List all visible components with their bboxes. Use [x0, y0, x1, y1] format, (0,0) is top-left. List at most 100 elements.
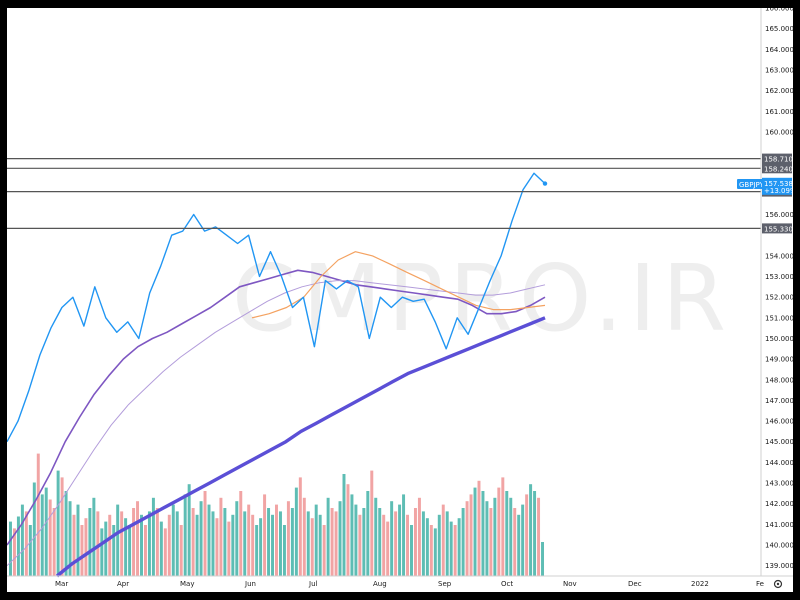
volume-bar — [16, 516, 20, 576]
volume-bar — [370, 470, 374, 576]
time-axis[interactable]: Mar Apr May Jun Jul Aug Sep Oct Nov Dec 2022 Fe — [7, 575, 793, 588]
volume-bar — [525, 494, 529, 576]
price-tick-label: 146.000 — [765, 418, 793, 426]
volume-bar — [310, 518, 314, 576]
volume-bar — [72, 514, 76, 576]
volume-bar — [453, 525, 457, 576]
volume-bar — [12, 528, 16, 576]
price-tick-label: 153.000 — [765, 273, 793, 281]
volume-bar — [402, 494, 406, 576]
ma-mid-line — [7, 280, 546, 567]
volume-bar — [251, 514, 255, 576]
level-tag-bg — [762, 223, 792, 234]
volume-bar — [517, 514, 521, 576]
volume-bar — [132, 508, 136, 576]
volume-bar — [437, 514, 441, 576]
volume-bar — [318, 514, 322, 576]
volume-bar — [429, 525, 433, 576]
volume-bar — [263, 494, 267, 576]
time-tick-label: Jul — [308, 580, 318, 588]
settings-icon[interactable] — [773, 579, 783, 589]
volume-bar — [469, 494, 473, 576]
volume-bar — [56, 470, 60, 576]
volume-bar — [116, 504, 120, 576]
price-axis[interactable]: 166.000 165.000 164.000 163.000 162.000 161.0… — [760, 8, 793, 576]
volume-bar — [112, 525, 116, 576]
price-tick-label: 156.000 — [765, 211, 793, 219]
time-tick-label: Sep — [438, 580, 452, 588]
volume-bar — [259, 518, 263, 576]
volume-bar — [489, 508, 493, 576]
volume-bar — [294, 487, 298, 576]
price-tick-label: 151.000 — [765, 314, 793, 322]
price-tick-label: 144.000 — [765, 459, 793, 467]
volume-bar — [473, 487, 477, 576]
volume-bar — [211, 511, 215, 576]
volume-bar — [413, 508, 417, 576]
volume-bar — [207, 504, 211, 576]
volume-bar — [96, 511, 100, 576]
price-tick-label: 164.000 — [765, 46, 793, 54]
volume-bar — [457, 518, 461, 576]
volume-bar — [92, 497, 96, 576]
volume-bar — [128, 525, 132, 576]
volume-bar — [477, 480, 481, 576]
volume-bar — [298, 477, 302, 576]
volume-bar — [187, 484, 191, 576]
volume-bar — [306, 511, 310, 576]
volume-bar — [330, 508, 334, 576]
volume-bar — [191, 508, 195, 576]
volume-bar — [366, 491, 370, 576]
volume-bar — [9, 521, 12, 576]
price-tick-label: 165.000 — [765, 25, 793, 33]
watermark: CMPRO.IR — [232, 245, 732, 352]
time-tick-label: Dec — [628, 580, 642, 588]
volume-bar — [235, 501, 239, 576]
symbol-tag: GBPJPY — [739, 181, 765, 189]
volume-bar — [501, 477, 505, 576]
volume-bar — [199, 501, 203, 576]
time-tick-label: 2022 — [691, 580, 709, 588]
volume-bar — [449, 521, 453, 576]
volume-bar — [358, 514, 362, 576]
volume-bar — [398, 504, 402, 576]
volume-bar — [465, 501, 469, 576]
volume-bar — [334, 511, 338, 576]
volume-bar — [48, 499, 52, 576]
price-tick-label: 166.000 — [765, 8, 793, 13]
volume-bar — [143, 525, 147, 576]
price-tick-label: 143.000 — [765, 480, 793, 488]
volume-bar — [493, 497, 497, 576]
symbol-tag-bg — [737, 179, 765, 189]
volume-bar — [362, 508, 366, 576]
volume-bar — [88, 508, 92, 576]
volume-bar — [338, 501, 342, 576]
volume-bar — [195, 514, 199, 576]
volume-bar — [219, 497, 223, 576]
volume-bar — [374, 497, 378, 576]
level-tag: 155.330 — [764, 225, 793, 233]
volume-bar — [215, 518, 219, 576]
level-tag-bg — [762, 163, 792, 174]
volume-bar — [64, 491, 68, 576]
current-price-tag: GBPJPY 157.538+13.09% — [737, 177, 793, 195]
volume-bar — [151, 497, 155, 576]
volume-bar — [433, 528, 437, 576]
volume-bar — [167, 514, 171, 576]
volume-bar — [20, 504, 24, 576]
price-tick-label: 145.000 — [765, 438, 793, 446]
volume-bar — [140, 514, 143, 576]
volume-bar — [179, 525, 183, 576]
volume-bar — [481, 491, 485, 576]
volume-bar — [302, 497, 306, 576]
volume-bar — [505, 491, 509, 576]
volume-bar — [108, 514, 112, 576]
volume-bar — [410, 525, 413, 576]
volume-bar — [255, 525, 259, 576]
price-tick-label: 147.000 — [765, 397, 793, 405]
volume-bar — [417, 497, 421, 576]
volume-bar — [267, 508, 271, 576]
